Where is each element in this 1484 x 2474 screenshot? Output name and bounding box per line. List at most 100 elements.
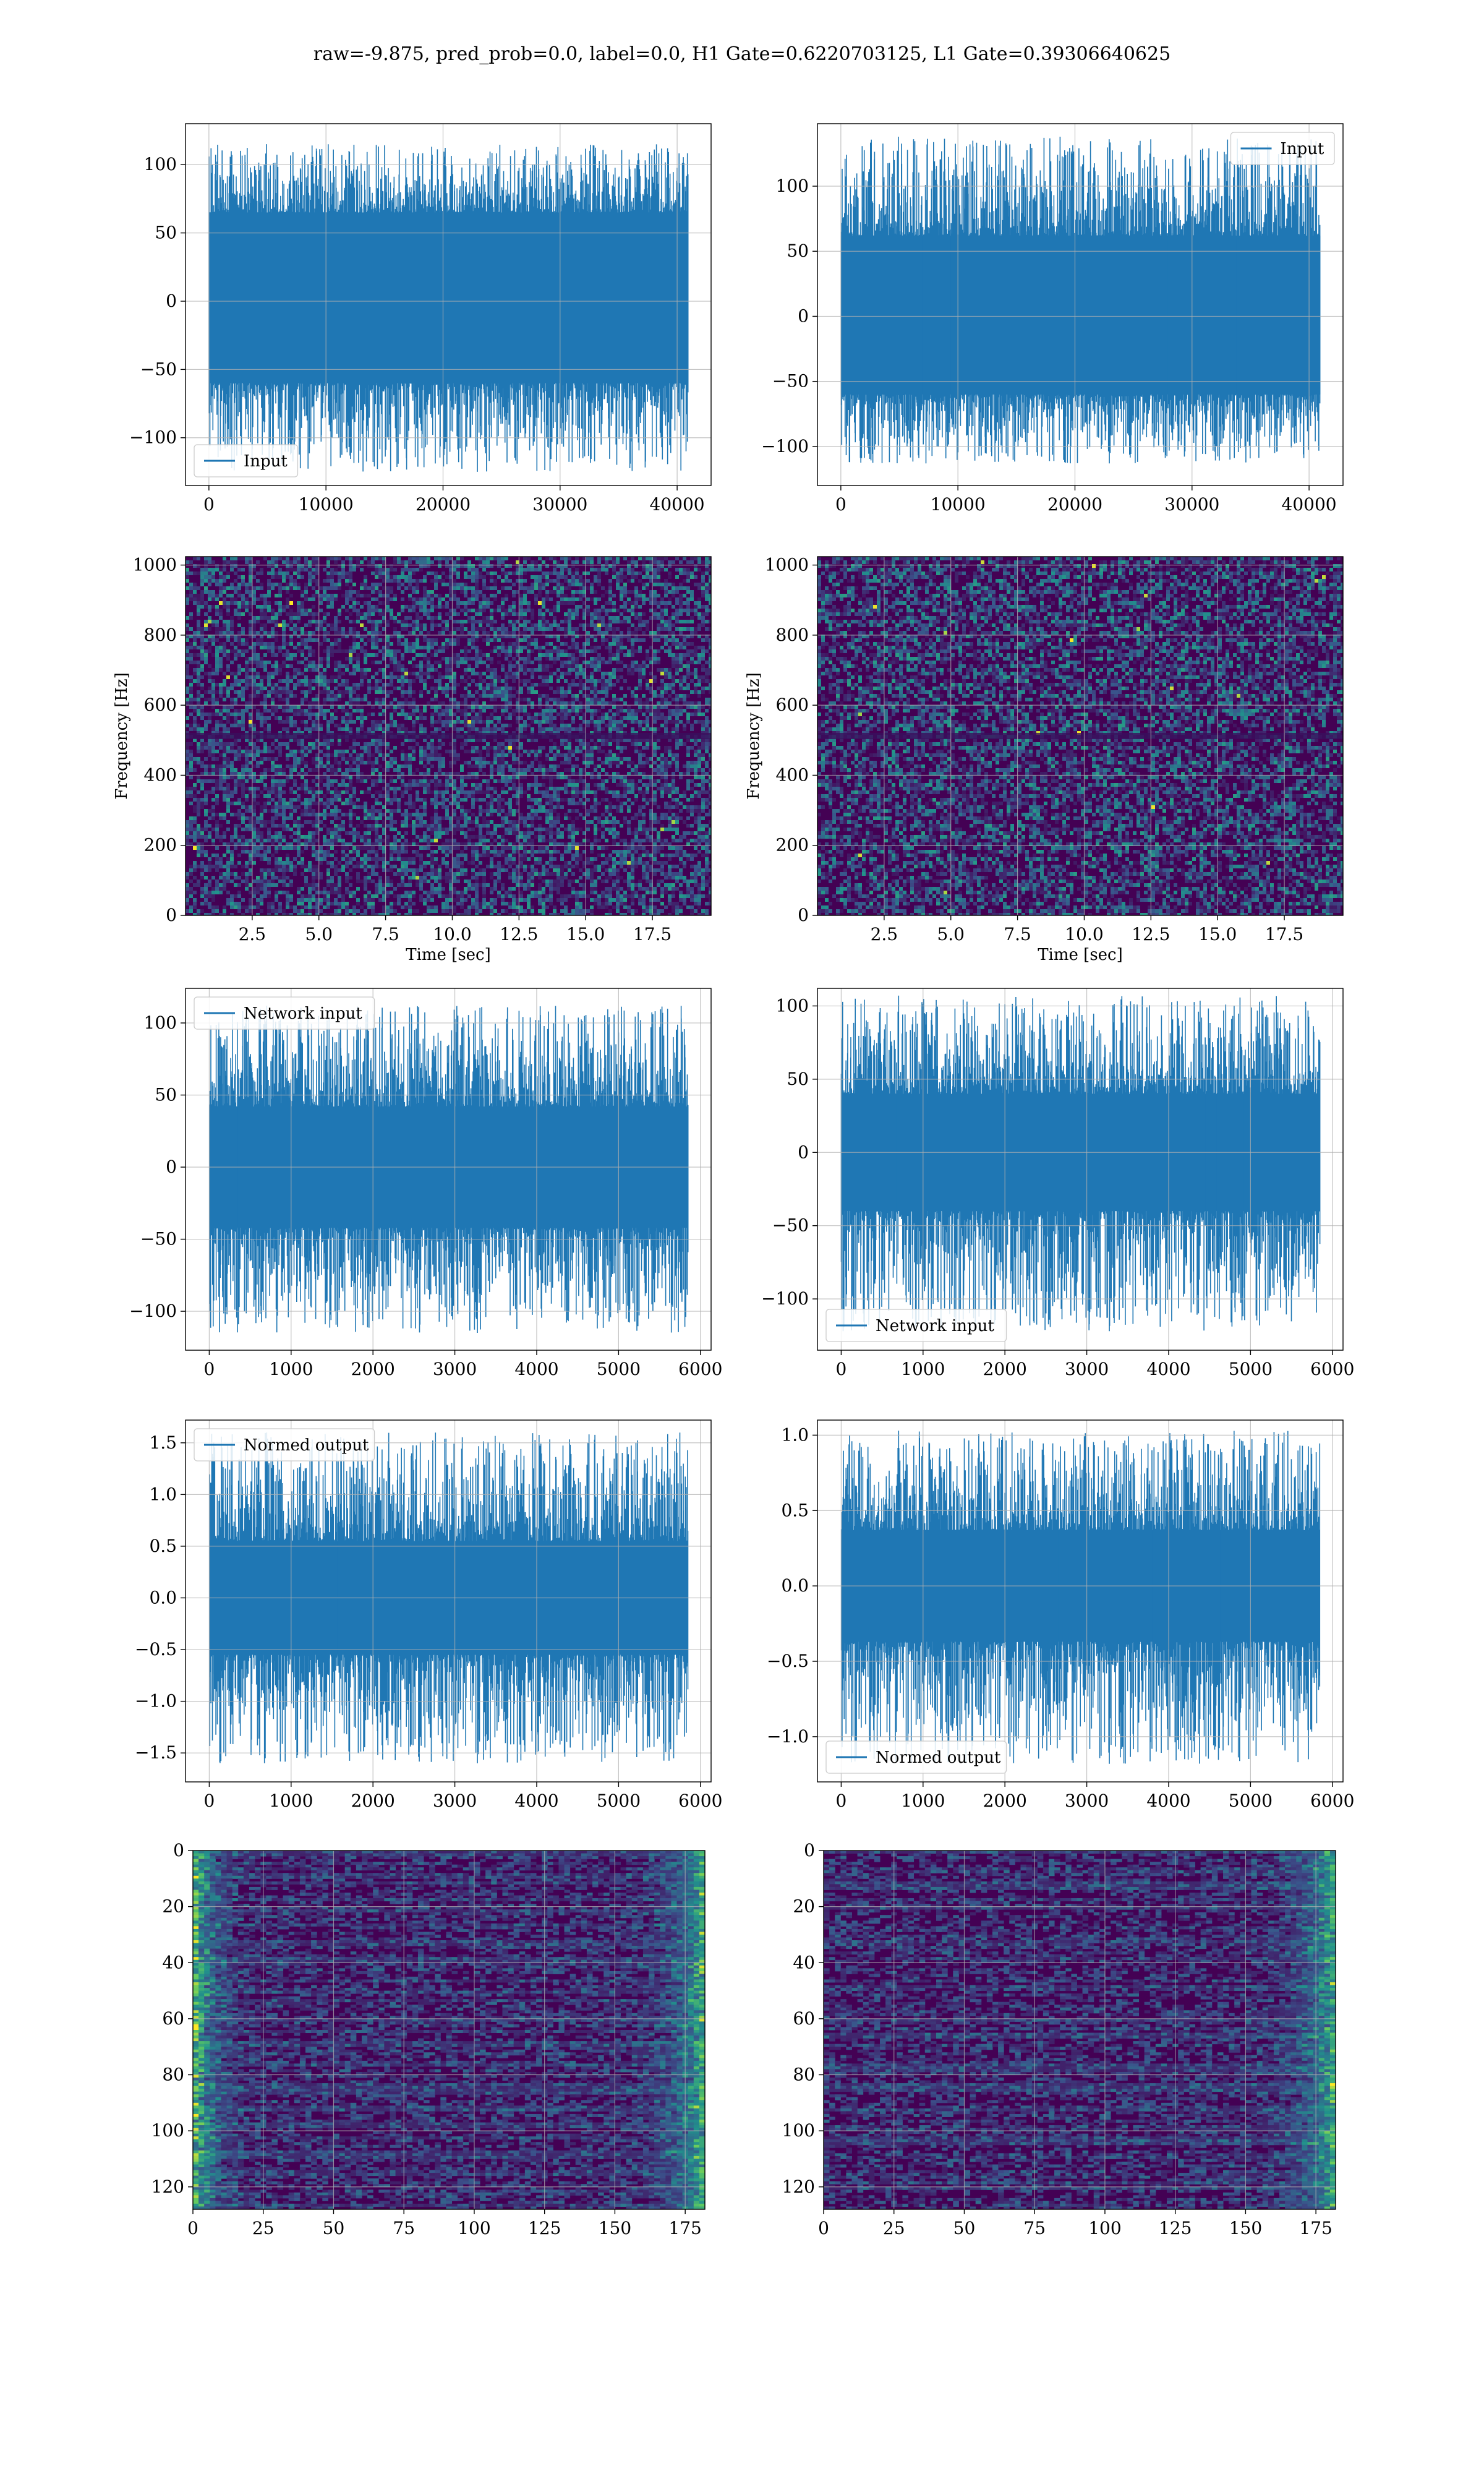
l1-feature-map-ytick-label: 60 bbox=[793, 2008, 815, 2029]
h1-network-input-ytick-label: 0 bbox=[166, 1157, 177, 1177]
h1-network-input-ytick-label: −100 bbox=[129, 1301, 177, 1321]
h1-feature-map-ytick-label: 100 bbox=[151, 2120, 184, 2141]
h1-feature-map-ytick-label: 80 bbox=[162, 2065, 184, 2085]
h1-network-input-xtick-label: 4000 bbox=[514, 1359, 558, 1379]
h1-input-plot: 0 10000 20000 30000 40000 −100 −50 0 50 100 Input bbox=[129, 123, 712, 515]
l1-spectrogram-xtick-label: 15.0 bbox=[1198, 924, 1237, 944]
h1-normed-output-ytick-label: −0.5 bbox=[135, 1639, 177, 1659]
h1-network-input-xtick-label: 2000 bbox=[351, 1359, 395, 1379]
l1-spectrogram-xtick-label: 17.5 bbox=[1265, 924, 1303, 944]
l1-spectrogram-ytick-label: 1000 bbox=[765, 555, 809, 575]
l1-normed-output-xtick-label: 2000 bbox=[983, 1791, 1027, 1811]
h1-network-input-plot-area bbox=[209, 1006, 689, 1333]
h1-network-input-series-line bbox=[209, 1006, 689, 1333]
h1-feature-map-plot-area bbox=[193, 1851, 705, 2209]
h1-feature-map-xtick-label: 100 bbox=[458, 2218, 490, 2238]
l1-network-input-ytick-label: 50 bbox=[787, 1069, 809, 1089]
h1-network-input-xtick-label: 5000 bbox=[597, 1359, 641, 1379]
h1-input-ytick-label: −100 bbox=[129, 427, 177, 448]
l1-normed-output-ytick-label: −0.5 bbox=[767, 1651, 809, 1671]
l1-feature-map-xtick-label: 125 bbox=[1159, 2218, 1192, 2238]
h1-normed-output-frame bbox=[185, 1419, 712, 1783]
h1-feature-map-ytick-label: 40 bbox=[162, 1952, 184, 1972]
l1-network-input-xtick-label: 2000 bbox=[983, 1359, 1027, 1379]
l1-feature-map-xtick-label: 0 bbox=[818, 2218, 829, 2238]
l1-spectrogram-plot-area bbox=[817, 557, 1343, 915]
h1-network-input-legend-box bbox=[194, 996, 375, 1030]
l1-normed-output-ytick-label: 1.0 bbox=[781, 1424, 809, 1445]
h1-network-input-legend-label: Network input bbox=[244, 1004, 362, 1023]
h1-feature-map-ytick-label: 20 bbox=[162, 1896, 184, 1917]
l1-network-input-ytick-label: 0 bbox=[798, 1142, 809, 1162]
h1-spectrogram-xtick-label: 2.5 bbox=[239, 924, 267, 944]
h1-normed-output-xtick-label: 4000 bbox=[514, 1791, 558, 1811]
l1-normed-output-xtick-label: 4000 bbox=[1146, 1791, 1190, 1811]
l1-spectrogram-xtick-label: 5.0 bbox=[937, 924, 965, 944]
l1-normed-output-legend-box bbox=[825, 1740, 1007, 1774]
l1-feature-map-xtick-label: 25 bbox=[883, 2218, 905, 2238]
l1-network-input-frame bbox=[817, 988, 1344, 1351]
h1-input-ytick-label: −50 bbox=[140, 359, 177, 379]
h1-spectrogram-plot: 2.5 5.0 7.5 10.0 12.5 15.0 17.5 0 200 400 600 800 10… bbox=[113, 555, 712, 964]
h1-normed-output-legend-box bbox=[194, 1428, 375, 1462]
l1-network-input-plot: 0 1000 2000 3000 4000 5000 6000 −100 −50 0 50 100 Ne… bbox=[761, 988, 1354, 1379]
h1-input-legend-label: Input bbox=[244, 452, 288, 471]
l1-spectrogram-cells bbox=[817, 557, 1343, 915]
l1-spectrogram-xlabel: Time [sec] bbox=[1038, 946, 1123, 964]
h1-spectrogram-ytick-label: 400 bbox=[144, 764, 177, 785]
l1-network-input-grid bbox=[817, 988, 1343, 1350]
h1-network-input-xtick-label: 1000 bbox=[269, 1359, 313, 1379]
figure-suptitle: raw=-9.875, pred_prob=0.0, label=0.0, H1… bbox=[0, 43, 1484, 65]
h1-normed-output-plot: 0 1000 2000 3000 4000 5000 6000 −1.5 −1.0 −0.5 0.0… bbox=[135, 1419, 722, 1811]
l1-normed-output-series-line bbox=[840, 1431, 1321, 1764]
l1-feature-map-ytick-label: 100 bbox=[782, 2120, 815, 2141]
l1-network-input-xtick-label: 3000 bbox=[1065, 1359, 1109, 1379]
l1-spectrogram-ytick-label: 600 bbox=[776, 695, 809, 715]
l1-network-input-legend-box bbox=[825, 1309, 1007, 1342]
l1-normed-output-ytick-label: 0.5 bbox=[781, 1500, 809, 1520]
l1-normed-output-series-spikes bbox=[840, 1431, 1321, 1764]
h1-network-input-plot: 0 1000 2000 3000 4000 5000 6000 −100 −50 0 50 100 Ne… bbox=[129, 988, 722, 1379]
l1-spectrogram-ylabel: Frequency [Hz] bbox=[744, 672, 763, 800]
l1-feature-map-ytick-label: 40 bbox=[793, 1952, 815, 1972]
h1-normed-output-legend-label: Normed output bbox=[244, 1436, 369, 1455]
l1-feature-map-xtick-label: 175 bbox=[1299, 2218, 1332, 2238]
l1-spectrogram-ytick-label: 0 bbox=[798, 905, 809, 925]
h1-normed-output-xtick-label: 0 bbox=[203, 1791, 215, 1811]
l1-network-input-xtick-label: 4000 bbox=[1146, 1359, 1190, 1379]
l1-input-xtick-label: 20000 bbox=[1047, 494, 1102, 515]
l1-input-ytick-label: 0 bbox=[798, 306, 809, 326]
h1-normed-output-ytick-label: 0.0 bbox=[149, 1587, 177, 1607]
h1-input-xtick-label: 30000 bbox=[532, 494, 587, 515]
l1-input-xtick-label: 0 bbox=[835, 494, 846, 515]
h1-normed-output-xtick-label: 5000 bbox=[597, 1791, 641, 1811]
h1-normed-output-xtick-label: 2000 bbox=[351, 1791, 395, 1811]
h1-spectrogram-cells bbox=[186, 557, 711, 915]
l1-input-ytick-label: 100 bbox=[776, 176, 809, 196]
h1-feature-map-ytick-label: 120 bbox=[151, 2177, 184, 2197]
h1-spectrogram-xtick-label: 5.0 bbox=[305, 924, 333, 944]
h1-spectrogram-xtick-label: 7.5 bbox=[372, 924, 399, 944]
l1-network-input-series-line bbox=[840, 995, 1321, 1332]
h1-spectrogram-xtick-label: 10.0 bbox=[433, 924, 471, 944]
l1-network-input-xtick-label: 1000 bbox=[901, 1359, 945, 1379]
h1-normed-output-xtick-label: 1000 bbox=[269, 1791, 313, 1811]
l1-input-ytick-label: 50 bbox=[787, 241, 809, 261]
h1-spectrogram-ylabel: Frequency [Hz] bbox=[113, 672, 131, 800]
l1-input-legend: Input bbox=[1230, 132, 1335, 165]
l1-spectrogram-ytick-label: 400 bbox=[776, 764, 809, 785]
l1-normed-output-legend-label: Normed output bbox=[876, 1748, 1001, 1767]
h1-input-xtick-label: 20000 bbox=[416, 494, 471, 515]
l1-network-input-legend-label: Network input bbox=[876, 1317, 994, 1335]
l1-feature-map-cells bbox=[824, 1851, 1336, 2209]
l1-spectrogram-xtick-label: 7.5 bbox=[1004, 924, 1031, 944]
l1-feature-map-frame bbox=[823, 1850, 1336, 2210]
h1-spectrogram-ytick-label: 800 bbox=[144, 625, 177, 645]
l1-input-series-spikes bbox=[840, 137, 1321, 464]
h1-normed-output-ytick-label: −1.0 bbox=[135, 1691, 177, 1711]
h1-feature-map-xtick-label: 75 bbox=[393, 2218, 415, 2238]
l1-network-input-ytick-label: −50 bbox=[772, 1215, 809, 1236]
l1-feature-map-plot-area bbox=[824, 1851, 1336, 2209]
h1-spectrogram-xtick-label: 12.5 bbox=[500, 924, 538, 944]
l1-feature-map-xtick-label: 75 bbox=[1023, 2218, 1046, 2238]
